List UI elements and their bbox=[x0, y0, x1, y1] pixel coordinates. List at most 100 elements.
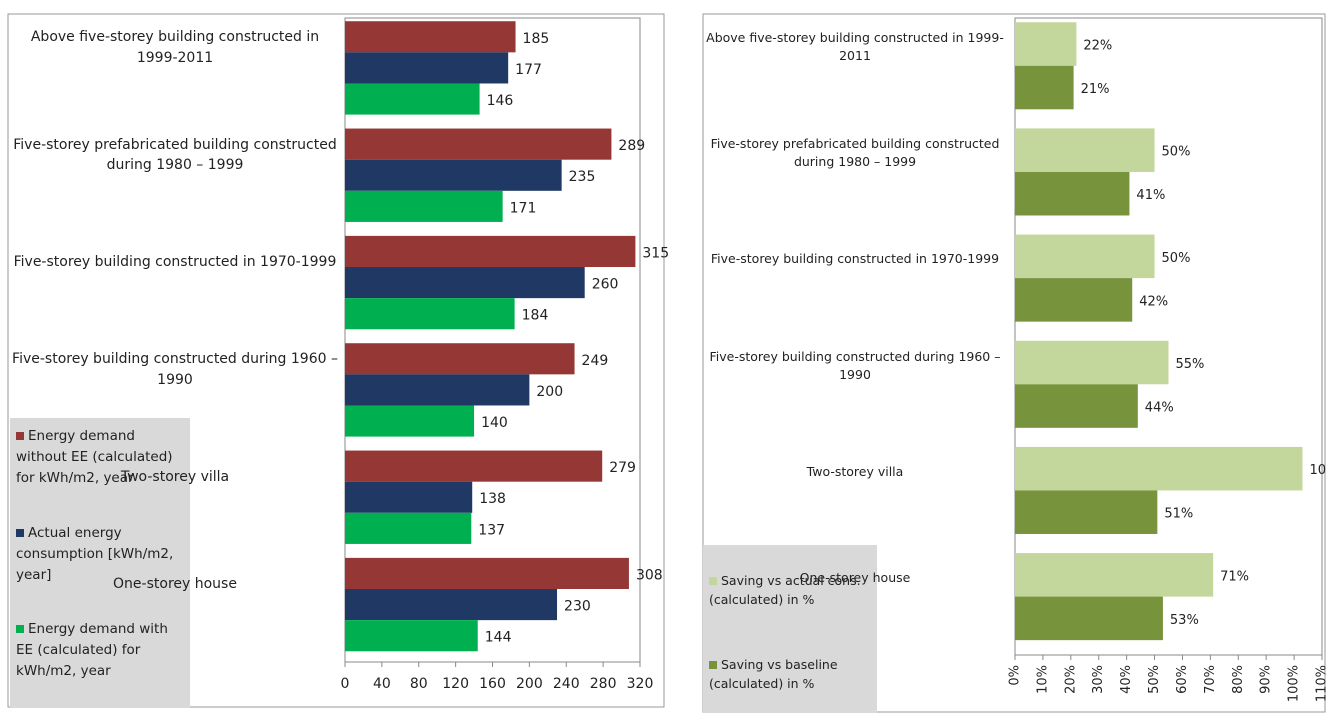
legend-label: Energy demand without EE (calculated) fo… bbox=[16, 428, 173, 486]
x-tick-label: 0 bbox=[341, 676, 350, 692]
legend-label: Saving vs baseline (calculated) in % bbox=[709, 657, 838, 692]
x-tick-label: 240 bbox=[553, 676, 580, 692]
x-tick-label: 120 bbox=[442, 676, 469, 692]
value-label: 44% bbox=[1145, 401, 1174, 416]
bar bbox=[345, 343, 575, 375]
value-label: 289 bbox=[618, 138, 645, 154]
bar bbox=[1015, 446, 1303, 491]
category-label: Five-storey building constructed in 1970… bbox=[710, 251, 1000, 267]
bar bbox=[345, 190, 503, 222]
x-tick-label: 40 bbox=[373, 676, 391, 692]
legend-entry: Saving vs actual cons. (calculated) in % bbox=[709, 571, 871, 610]
x-tick-label: 10% bbox=[1035, 665, 1050, 694]
bar bbox=[1015, 22, 1077, 66]
bar bbox=[345, 21, 516, 53]
x-tick-label: 70% bbox=[1203, 665, 1218, 694]
legend-entry: Actual energy consumption [kWh/m2, year] bbox=[16, 523, 184, 586]
legend-swatch bbox=[16, 432, 24, 440]
x-tick-label: 40% bbox=[1119, 665, 1134, 694]
category-label: Above five-storey building constructed i… bbox=[706, 30, 1004, 64]
value-label: 308 bbox=[636, 567, 663, 583]
x-tick-label: 80% bbox=[1231, 665, 1246, 694]
bar bbox=[1015, 384, 1138, 428]
bar bbox=[1015, 65, 1074, 110]
x-tick-label: 30% bbox=[1091, 665, 1106, 694]
legend-entry: Energy demand without EE (calculated) fo… bbox=[16, 426, 184, 489]
bar bbox=[1015, 490, 1158, 534]
x-tick-label: 90% bbox=[1259, 665, 1274, 694]
bar bbox=[1015, 596, 1163, 641]
bar bbox=[345, 374, 530, 406]
x-tick-label: 80 bbox=[410, 676, 428, 692]
value-label: 41% bbox=[1136, 188, 1165, 203]
value-label: 315 bbox=[642, 245, 669, 261]
bar bbox=[1015, 234, 1155, 279]
bar bbox=[345, 481, 473, 513]
category-label: Five-storey prefabricated building const… bbox=[13, 136, 337, 173]
plot-area bbox=[1014, 17, 1323, 656]
bar bbox=[345, 52, 509, 84]
bar bbox=[345, 557, 629, 590]
category-label: Above five-storey building constructed i… bbox=[30, 29, 320, 66]
bar bbox=[1015, 128, 1155, 172]
category-label: Two-storey villa bbox=[120, 468, 230, 485]
category-label: Two-storey villa bbox=[806, 463, 904, 479]
value-label: 184 bbox=[522, 308, 549, 324]
value-label: 138 bbox=[479, 491, 506, 507]
value-label: 171 bbox=[510, 200, 537, 216]
x-tick-label: 200 bbox=[516, 676, 543, 692]
value-label: 51% bbox=[1164, 507, 1193, 522]
legend-swatch bbox=[709, 577, 717, 585]
bar bbox=[1015, 278, 1133, 322]
value-label: 230 bbox=[564, 599, 591, 615]
value-label: 235 bbox=[569, 169, 596, 185]
x-tick-label: 100% bbox=[1287, 665, 1302, 702]
value-label: 140 bbox=[481, 415, 508, 431]
bar bbox=[1015, 340, 1169, 385]
value-label: 42% bbox=[1139, 294, 1168, 309]
legend-swatch bbox=[709, 661, 717, 669]
legend-entry: Energy demand with EE (calculated) for k… bbox=[16, 619, 184, 682]
value-label: 249 bbox=[582, 353, 609, 369]
bar bbox=[345, 512, 472, 544]
value-label: 21% bbox=[1081, 82, 1110, 97]
category-label: One-storey house bbox=[799, 569, 911, 585]
value-label: 53% bbox=[1170, 613, 1199, 628]
bar bbox=[345, 128, 612, 160]
legend-swatch bbox=[16, 528, 24, 537]
value-label: 144 bbox=[485, 630, 512, 646]
bar bbox=[345, 298, 515, 330]
bar bbox=[345, 83, 480, 115]
value-label: 50% bbox=[1162, 145, 1191, 160]
legend-label: Actual energy consumption [kWh/m2, year] bbox=[16, 524, 174, 583]
x-tick-label: 110% bbox=[1315, 665, 1326, 702]
value-label: 279 bbox=[609, 460, 636, 476]
category-label: Five-storey building constructed during … bbox=[12, 351, 338, 388]
value-label: 103% bbox=[1309, 463, 1326, 478]
legend-box bbox=[703, 545, 877, 713]
bar bbox=[345, 235, 636, 268]
chart-border bbox=[7, 13, 665, 708]
chart-border bbox=[702, 13, 1326, 713]
category-label: Five-storey building constructed during … bbox=[709, 348, 1001, 382]
x-tick-label: 60% bbox=[1175, 665, 1190, 694]
bar bbox=[1015, 171, 1130, 216]
bar bbox=[345, 620, 478, 652]
x-tick-label: 0% bbox=[1008, 665, 1023, 686]
value-label: 50% bbox=[1162, 251, 1191, 266]
x-tick-label: 320 bbox=[627, 676, 654, 692]
x-tick-label: 160 bbox=[479, 676, 506, 692]
legend-swatch bbox=[16, 625, 24, 634]
category-label: Five-storey prefabricated building const… bbox=[710, 136, 1000, 170]
category-label: One-storey house bbox=[113, 576, 237, 593]
value-label: 71% bbox=[1220, 569, 1249, 584]
value-label: 55% bbox=[1176, 357, 1205, 372]
legend-box bbox=[10, 418, 190, 708]
value-label: 185 bbox=[523, 31, 550, 47]
legend-entry: Saving vs baseline (calculated) in % bbox=[709, 655, 871, 694]
value-label: 22% bbox=[1083, 39, 1112, 54]
bar bbox=[345, 450, 603, 482]
bar bbox=[345, 267, 585, 299]
